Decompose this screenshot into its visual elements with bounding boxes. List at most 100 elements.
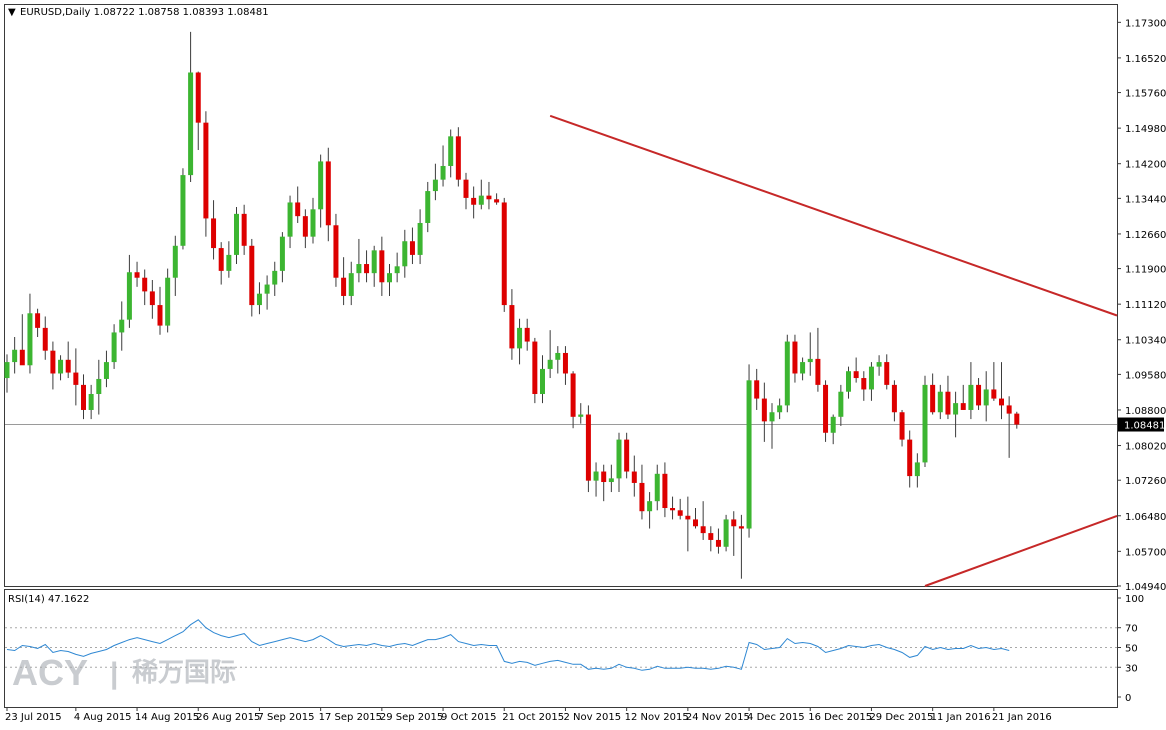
price-tick-label: 1.14980 xyxy=(1125,124,1166,135)
candle-body-down xyxy=(19,349,25,366)
candle-body-down xyxy=(486,195,492,200)
candle-body-down xyxy=(999,398,1004,406)
candle-body-down xyxy=(960,403,966,410)
candle xyxy=(608,464,614,493)
time-tick-label: 26 Aug 2015 xyxy=(196,712,260,723)
candle xyxy=(325,147,331,242)
time-tick-label: 29 Dec 2015 xyxy=(869,712,933,723)
candle-body-up xyxy=(654,473,660,502)
candle-body-up xyxy=(111,332,117,363)
candle-body-down xyxy=(195,72,201,123)
rsi-levels xyxy=(5,627,1117,668)
candle-body-down xyxy=(73,372,79,385)
candle xyxy=(792,334,798,383)
candle xyxy=(387,264,392,296)
rsi-panel-frame xyxy=(4,589,1118,708)
rsi-tick-label: 0 xyxy=(1125,693,1131,704)
chart-header[interactable]: ▼ EURUSD,Daily 1.08722 1.08758 1.08393 1… xyxy=(8,7,269,18)
candles xyxy=(4,31,1020,579)
candle xyxy=(302,209,308,249)
candle-body-down xyxy=(379,250,385,283)
candle xyxy=(348,261,354,306)
candle xyxy=(761,382,767,442)
candle-body-down xyxy=(861,378,867,390)
rsi-tick-label: 70 xyxy=(1125,624,1138,635)
candle-body-down xyxy=(677,510,683,516)
candle xyxy=(670,496,676,520)
candle-body-down xyxy=(364,264,370,274)
candle xyxy=(960,384,966,410)
acy-watermark: ACY | 稀万国际 xyxy=(12,652,236,693)
candle xyxy=(907,430,913,488)
candle-body-up xyxy=(914,462,920,477)
collapse-arrow-icon: ▼ xyxy=(8,7,16,18)
rsi-line xyxy=(6,619,1010,671)
candle-body-up xyxy=(279,236,285,271)
candle-body-down xyxy=(639,482,645,512)
candle-body-down xyxy=(341,277,347,296)
candle xyxy=(478,179,484,210)
candle-body-up xyxy=(119,319,125,333)
candle xyxy=(532,337,538,404)
candle-body-up xyxy=(800,362,806,374)
candle xyxy=(88,384,94,420)
price-tick-label: 1.11900 xyxy=(1125,265,1166,276)
candle xyxy=(379,236,385,296)
candle xyxy=(440,145,446,187)
candle-body-up xyxy=(356,264,362,274)
candle-body-down xyxy=(463,179,469,198)
candle-body-down xyxy=(295,202,301,217)
candle-body-down xyxy=(685,515,691,520)
rsi-axis: 100 70 50 30 0 xyxy=(1117,594,1144,704)
candle xyxy=(815,327,821,392)
candle-body-up xyxy=(126,272,132,320)
price-tick-label: 1.05700 xyxy=(1125,547,1166,558)
candle xyxy=(165,268,171,333)
candle-body-down xyxy=(670,508,676,511)
candle xyxy=(417,209,423,265)
rsi-panel[interactable]: 100 70 50 30 0 RSI(14) 47.1622 xyxy=(4,589,1145,708)
candle-body-up xyxy=(723,519,729,547)
candle-body-down xyxy=(142,277,148,292)
candle xyxy=(585,405,591,493)
time-tick-label: 21 Oct 2015 xyxy=(502,712,564,723)
candle xyxy=(693,508,698,529)
candle-body-up xyxy=(425,191,431,223)
candle xyxy=(341,257,347,306)
candle-body-up xyxy=(172,245,178,278)
candle xyxy=(945,375,951,420)
candle xyxy=(180,168,186,250)
candle xyxy=(12,337,18,374)
candle-body-down xyxy=(409,241,415,255)
candle-body-down xyxy=(211,218,217,249)
candle-body-down xyxy=(585,414,591,481)
candle-body-up xyxy=(540,368,545,395)
candle xyxy=(838,384,844,426)
price-tick-label: 1.07260 xyxy=(1125,476,1166,487)
candle xyxy=(27,293,33,374)
candle xyxy=(494,193,500,205)
candle-body-down xyxy=(50,350,56,374)
candle xyxy=(58,355,64,381)
candle-body-down xyxy=(945,391,951,415)
candle-body-up xyxy=(180,175,186,246)
candle xyxy=(364,250,370,283)
watermark-cn: 稀万国际 xyxy=(132,657,236,687)
candle-body-down xyxy=(792,341,798,374)
candle-body-up xyxy=(746,380,752,529)
candle xyxy=(501,197,507,312)
candle xyxy=(142,269,148,306)
candle xyxy=(402,229,408,278)
candle-body-up xyxy=(226,254,232,271)
candle-body-up xyxy=(953,403,959,415)
candle-body-up xyxy=(348,273,354,296)
candle xyxy=(731,511,737,556)
candle-body-up xyxy=(387,273,392,283)
candle-body-up xyxy=(318,161,324,210)
trendlines[interactable] xyxy=(549,114,1118,587)
candle xyxy=(784,334,790,413)
candle-body-down xyxy=(731,519,737,527)
candle-body-up xyxy=(27,313,33,366)
candle-body-up xyxy=(547,359,553,369)
price-panel[interactable]: 1.17300 1.16520 1.15760 1.14980 1.14200 1.134… xyxy=(4,4,1166,594)
